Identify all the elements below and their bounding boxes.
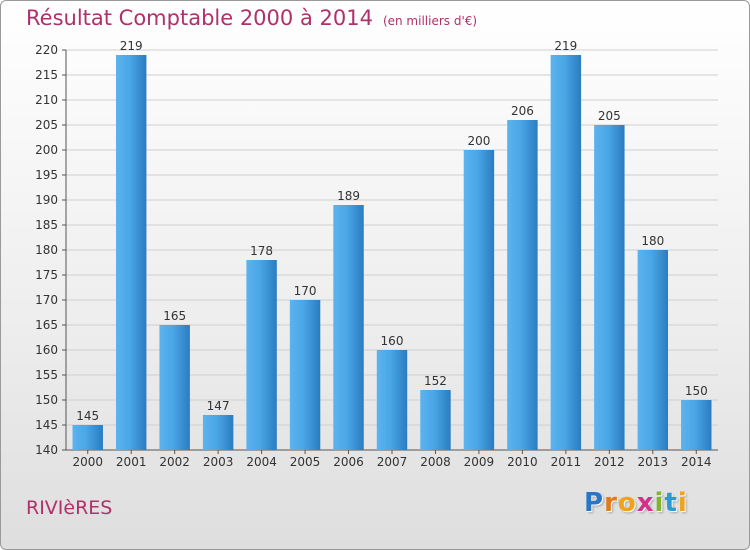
y-tick-label: 200 bbox=[35, 143, 58, 157]
y-tick-label: 205 bbox=[35, 118, 58, 132]
x-tick-label: 2009 bbox=[464, 455, 495, 469]
y-tick-label: 175 bbox=[35, 268, 58, 282]
x-tick-label: 2004 bbox=[246, 455, 277, 469]
bar bbox=[681, 400, 712, 450]
x-tick-labels: 2000 2001 2002 2003 2004 2005 2006 2007 2008 2009… bbox=[72, 455, 711, 469]
proxiti-logo: Proxiti bbox=[584, 488, 688, 518]
bar bbox=[333, 205, 364, 450]
logo-letter: o bbox=[617, 488, 637, 518]
x-tick-label: 2005 bbox=[290, 455, 321, 469]
y-tick-label: 220 bbox=[35, 43, 58, 57]
x-tick-label: 2006 bbox=[333, 455, 364, 469]
x-tick-label: 2002 bbox=[159, 455, 190, 469]
logo-letter: x bbox=[636, 488, 655, 518]
data-label: 165 bbox=[163, 309, 186, 323]
logo-letter: P bbox=[584, 488, 605, 518]
y-tick-label: 140 bbox=[35, 443, 58, 457]
data-label: 219 bbox=[120, 39, 143, 53]
bars bbox=[72, 55, 712, 450]
bar bbox=[463, 150, 495, 450]
y-tick-label: 150 bbox=[35, 393, 58, 407]
y-tick-label: 180 bbox=[35, 243, 58, 257]
y-tick-label: 155 bbox=[35, 368, 58, 382]
bar bbox=[550, 55, 582, 450]
data-label: 180 bbox=[641, 234, 664, 248]
y-tick-label: 165 bbox=[35, 318, 58, 332]
logo-letter: r bbox=[604, 488, 618, 518]
x-tick-label: 2007 bbox=[377, 455, 408, 469]
bar bbox=[420, 390, 451, 450]
x-tick-label: 2008 bbox=[420, 455, 451, 469]
y-tick-labels: 140 145 150 155 160 165 170 175 180 185 190 195 200 2… bbox=[35, 43, 58, 457]
x-tick-label: 2013 bbox=[638, 455, 669, 469]
data-label: 206 bbox=[511, 104, 534, 118]
y-tick-label: 215 bbox=[35, 68, 58, 82]
bar bbox=[72, 425, 103, 450]
logo-letter: t bbox=[664, 488, 678, 518]
bar bbox=[376, 350, 408, 450]
data-label: 147 bbox=[207, 399, 230, 413]
chart-subtitle: (en milliers d'€) bbox=[382, 14, 478, 28]
bar bbox=[507, 120, 538, 450]
bar bbox=[637, 250, 669, 450]
data-label: 152 bbox=[424, 374, 447, 388]
x-tick-label: 2010 bbox=[507, 455, 538, 469]
x-tick-label: 2003 bbox=[203, 455, 234, 469]
data-label: 205 bbox=[598, 109, 621, 123]
y-tick-label: 195 bbox=[35, 168, 58, 182]
commune-name: RIVIèRES bbox=[26, 497, 113, 519]
x-tick-label: 2000 bbox=[72, 455, 103, 469]
bar bbox=[202, 415, 234, 450]
chart-title: Résultat Comptable 2000 à 2014 (en millie… bbox=[26, 6, 477, 30]
y-tick-label: 185 bbox=[35, 218, 58, 232]
x-tick-label: 2001 bbox=[116, 455, 147, 469]
logo-letter: i bbox=[654, 488, 665, 518]
bar bbox=[289, 300, 321, 450]
y-tick-label: 145 bbox=[35, 418, 58, 432]
bar bbox=[594, 125, 625, 450]
logo-letter: i bbox=[677, 488, 688, 518]
title-text: Résultat Comptable 2000 à 2014 bbox=[26, 6, 373, 30]
y-tick-label: 190 bbox=[35, 193, 58, 207]
x-tick-label: 2012 bbox=[594, 455, 625, 469]
y-tick-label: 170 bbox=[35, 293, 58, 307]
data-label: 219 bbox=[554, 39, 577, 53]
data-label: 200 bbox=[467, 134, 490, 148]
data-label: 145 bbox=[76, 409, 99, 423]
bar bbox=[115, 55, 147, 450]
x-tick-label: 2014 bbox=[681, 455, 712, 469]
data-label: 178 bbox=[250, 244, 273, 258]
data-label: 160 bbox=[381, 334, 404, 348]
data-label: 189 bbox=[337, 189, 360, 203]
bar bbox=[246, 260, 277, 450]
data-label: 170 bbox=[294, 284, 317, 298]
x-tick-label: 2011 bbox=[551, 455, 582, 469]
data-label: 150 bbox=[685, 384, 708, 398]
y-tick-label: 160 bbox=[35, 343, 58, 357]
y-tick-label: 210 bbox=[35, 93, 58, 107]
data-labels: 145 219 165 147 178 170 189 160 152 200 206 219 205 1… bbox=[76, 39, 707, 423]
bar bbox=[159, 325, 190, 450]
